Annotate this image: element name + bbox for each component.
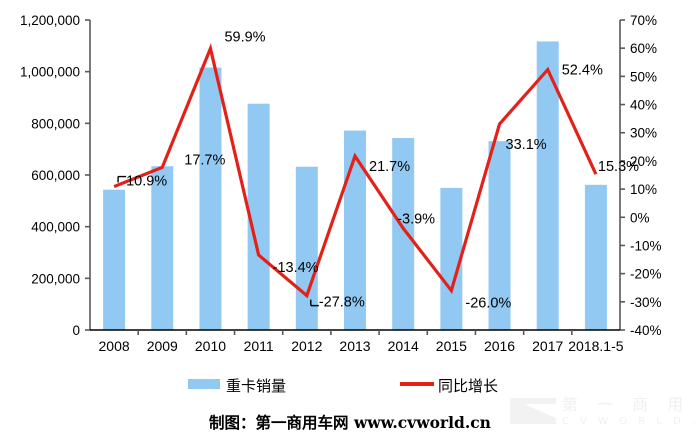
bar: [151, 166, 174, 330]
data-label: 17.7%: [184, 152, 225, 168]
data-label: 21.7%: [369, 159, 410, 175]
right-axis-tick-label: 30%: [630, 126, 657, 141]
category-label: 2010: [195, 338, 226, 354]
left-axis-tick-label: 800,000: [31, 116, 80, 131]
data-label: -26.0%: [465, 296, 511, 312]
legend-bar-swatch: [188, 379, 220, 389]
right-axis-tick-label: 60%: [630, 41, 657, 56]
category-label: 2011: [244, 338, 274, 354]
data-label: 52.4%: [562, 63, 603, 79]
right-axis-tick-label: -30%: [630, 295, 662, 310]
bar: [584, 184, 607, 330]
category-label: 2009: [147, 338, 178, 354]
right-axis-tick-label: -20%: [630, 267, 662, 282]
category-label: 2008: [99, 338, 130, 354]
growth-line: [113, 43, 598, 299]
label-leader-line: [310, 299, 319, 307]
left-axis-tick-label: 200,000: [31, 271, 80, 286]
legend-line-swatch: [400, 382, 434, 386]
data-label: 33.1%: [506, 137, 547, 153]
right-axis-tick-label: 10%: [630, 182, 657, 197]
category-label: 2014: [388, 338, 419, 354]
right-percent-axis: -40% -30% -20% -10% 0% 10% 20% 30% 40% 50% 60% 70%: [619, 13, 662, 338]
right-axis-tick-label: 40%: [630, 98, 657, 113]
line-series-group: [113, 43, 598, 299]
category-label: 2015: [436, 338, 467, 354]
right-axis-tick-label: 0%: [630, 210, 650, 225]
bar: [247, 103, 270, 330]
left-axis-tick-label: 1,000,000: [20, 65, 80, 80]
watermark-line1: 第 一 商 用 车 网: [562, 395, 700, 414]
footer-credit: 制图：第一商用车网 www.cvworld.cn: [209, 413, 491, 432]
right-axis-tick-label: 20%: [630, 154, 657, 169]
right-axis-tick-label: 70%: [630, 13, 657, 28]
data-label: 59.9%: [224, 29, 265, 45]
bar: [536, 41, 559, 331]
category-label: 2016: [484, 338, 515, 354]
left-axis-tick-label: 1,200,000: [20, 13, 80, 28]
chart-legend: 重卡销量 同比增长: [188, 377, 498, 395]
data-label: 15.3%: [598, 159, 639, 175]
data-label: 10.9%: [126, 174, 167, 190]
right-axis-tick-label: -10%: [630, 238, 662, 253]
left-value-axis: 0 200,000 400,000 600,000 800,000 1,000,000 1,…: [20, 13, 91, 338]
right-axis-tick-label: 50%: [630, 69, 657, 84]
bar: [199, 67, 222, 331]
right-axis-tick-label: -40%: [630, 323, 662, 338]
category-axis-group: 2008 2009 2010 2011 2012 2013 2014 2015 2016 2017…: [90, 329, 624, 354]
bar: [103, 189, 126, 330]
category-label: 2013: [339, 338, 370, 354]
left-axis-tick-label: 400,000: [31, 220, 80, 235]
legend-bar-label: 重卡销量: [226, 377, 286, 395]
watermark-logo-icon: [510, 398, 556, 424]
watermark-line2: C V W O R L D . C N: [562, 416, 700, 427]
label-leader-line: [117, 175, 127, 183]
bar: [488, 141, 511, 330]
left-axis-tick-label: 600,000: [31, 168, 80, 183]
bar-series-group: [103, 41, 607, 331]
watermark: 第 一 商 用 车 网 C V W O R L D . C N: [510, 395, 700, 427]
data-label: -27.8%: [319, 295, 365, 311]
legend-line-label: 同比增长: [438, 377, 498, 395]
category-label: 2018.1-5: [568, 338, 623, 354]
category-label: 2017: [532, 338, 563, 354]
bar: [440, 187, 463, 330]
data-label: -13.4%: [273, 260, 319, 276]
data-label: -3.9%: [397, 211, 435, 227]
bar: [392, 138, 415, 330]
left-axis-tick-label: 0: [72, 323, 80, 338]
line-data-labels-group: 10.9% 17.7% 59.9% -13.4% -27.8% 21.7% -3.9% -26…: [117, 29, 639, 312]
category-label: 2012: [291, 338, 322, 354]
bar: [344, 130, 366, 330]
